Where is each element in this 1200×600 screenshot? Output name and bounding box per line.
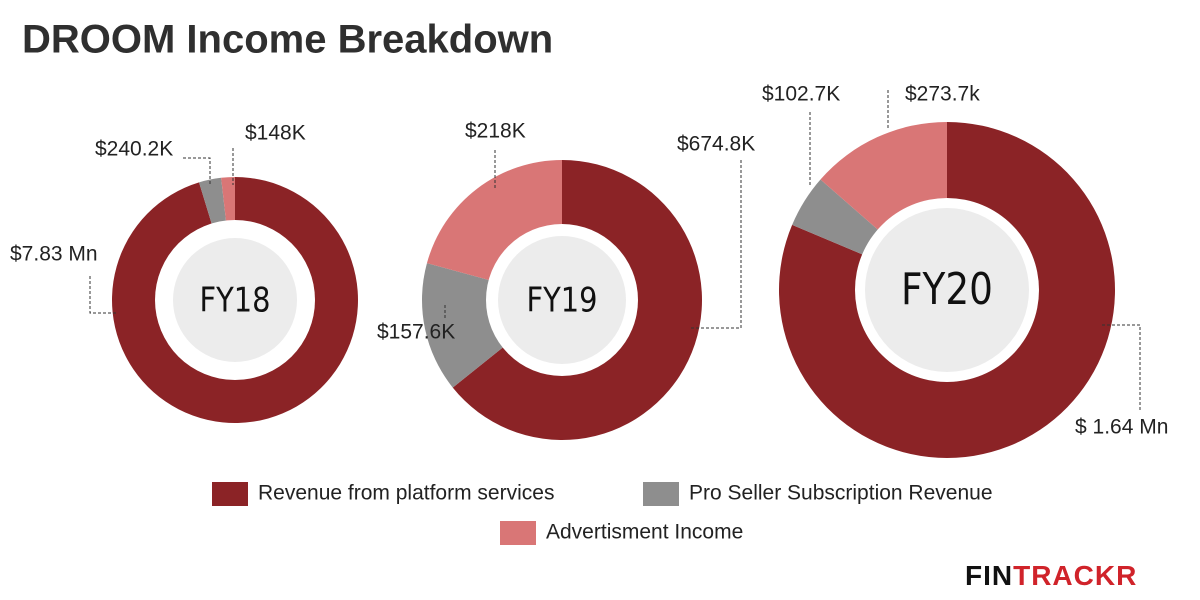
data-label: $240.2K: [95, 138, 173, 161]
legend-label: Revenue from platform services: [258, 482, 554, 505]
chart-title: DROOM Income Breakdown: [22, 18, 553, 62]
brand-part: TRACKR: [1013, 560, 1137, 591]
data-label: $674.8K: [677, 133, 755, 156]
data-label: $102.7K: [762, 83, 840, 106]
data-label: $218K: [465, 120, 526, 143]
legend-label: Advertisment Income: [546, 521, 743, 544]
pie-title: FY18: [199, 282, 270, 321]
pie-title: FY19: [526, 282, 597, 321]
data-label: $157.6K: [377, 321, 455, 344]
pie-title: FY20: [901, 263, 993, 315]
leader-line: [183, 157, 211, 185]
data-label: $273.7k: [905, 83, 980, 106]
data-label: $ 1.64 Mn: [1075, 416, 1168, 439]
legend-swatch: [212, 482, 248, 506]
brand-part: FIN: [965, 560, 1013, 591]
leader-line: [89, 276, 118, 314]
legend-label: Pro Seller Subscription Revenue: [689, 482, 993, 505]
donut-hole: [173, 238, 297, 362]
donut-hole: [865, 208, 1029, 372]
leader-line: [1100, 324, 1141, 410]
donut-hole: [498, 236, 626, 364]
legend-swatch: [643, 482, 679, 506]
data-label: $7.83 Mn: [10, 243, 98, 266]
legend-swatch: [500, 521, 536, 545]
leader-line: [690, 160, 742, 329]
brand: FINTRACKR: [965, 560, 1137, 591]
data-label: $148K: [245, 122, 306, 145]
